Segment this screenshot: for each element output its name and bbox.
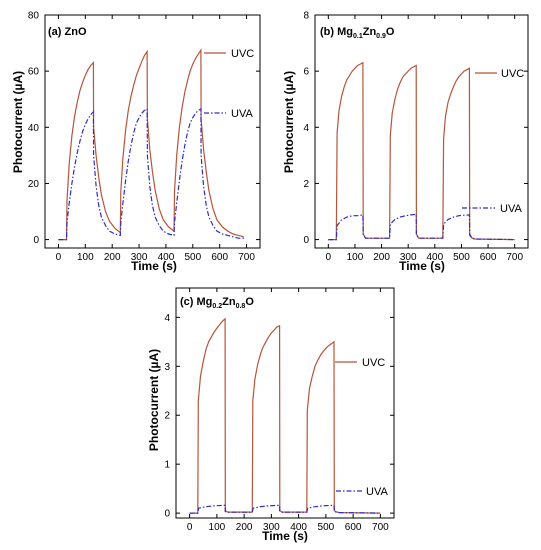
legend: UVC UVA <box>335 357 388 498</box>
x-tick-label: 700 <box>238 252 255 263</box>
x-tick-label: 300 <box>131 252 148 263</box>
x-tick-label: 300 <box>400 252 417 263</box>
x-ticks: 0 100 200 300 400 500 600 700 <box>187 288 389 533</box>
legend-label-uvc: UVC <box>501 68 524 80</box>
y-tick-label: 80 <box>28 11 40 22</box>
x-tick-label: 100 <box>77 252 94 263</box>
x-ticks: 0 100 200 300 400 500 600 700 <box>56 15 255 263</box>
x-tick-label: 700 <box>372 522 389 533</box>
plot-frame <box>44 14 261 249</box>
y-axis-title: Photocurrent (µA) <box>282 71 296 173</box>
panel-label: (c) Mg0.2Zn0.8O <box>180 296 254 310</box>
x-tick-label: 100 <box>209 522 226 533</box>
x-tick-label: 700 <box>506 252 523 263</box>
panel-label: (b) Mg0.1Zn0.9O <box>320 26 395 40</box>
series-line-uva <box>328 213 515 241</box>
legend: UVC UVA <box>462 68 524 215</box>
legend-label-uva: UVA <box>500 203 522 215</box>
x-tick-label: 400 <box>158 252 175 263</box>
y-tick-label: 60 <box>28 67 40 78</box>
legend: UVC UVA <box>204 48 254 120</box>
panel-a-zno: 0 100 200 300 400 500 600 700 0 20 40 60 80 (a) ZnO… <box>11 11 261 273</box>
x-tick-label: 400 <box>426 252 443 263</box>
x-axis-title: Time (s) <box>262 529 308 543</box>
y-tick-label: 4 <box>303 123 309 134</box>
x-tick-label: 300 <box>263 522 280 533</box>
series-line-uva <box>58 108 244 241</box>
x-tick-label: 200 <box>236 522 253 533</box>
x-axis-title: Time (s) <box>399 259 445 273</box>
x-tick-label: 500 <box>184 252 201 263</box>
series-layer <box>328 61 515 241</box>
y-axis-title: Photocurrent (µA) <box>147 349 161 451</box>
y-ticks: 0 1 2 3 4 <box>164 313 394 520</box>
y-tick-label: 4 <box>164 313 170 324</box>
series-layer <box>189 317 381 514</box>
series-line-uvc <box>328 61 515 241</box>
legend-label-uva: UVA <box>366 486 388 498</box>
legend-label-uvc: UVC <box>231 48 254 60</box>
y-tick-label: 20 <box>28 179 40 190</box>
x-tick-label: 600 <box>345 522 362 533</box>
y-tick-label: 2 <box>164 411 170 422</box>
panel-label: (a) ZnO <box>48 26 87 38</box>
x-ticks: 0 100 200 300 400 500 600 700 <box>326 15 523 263</box>
y-tick-label: 6 <box>303 67 309 78</box>
legend-label-uva: UVA <box>231 108 253 120</box>
series-line-uvc <box>58 48 245 241</box>
x-tick-label: 200 <box>373 252 390 263</box>
y-tick-label: 0 <box>303 235 309 246</box>
y-tick-label: 0 <box>164 509 170 520</box>
y-tick-label: 8 <box>303 11 309 22</box>
series-line-uvc <box>189 317 381 514</box>
y-tick-label: 3 <box>164 362 170 373</box>
y-tick-label: 2 <box>303 179 309 190</box>
panel-b-mg01zn09o: 0 100 200 300 400 500 600 700 0 2 4 6 8 (b) Mg0.1Zn… <box>282 11 529 273</box>
x-tick-label: 100 <box>347 252 364 263</box>
x-tick-label: 400 <box>290 522 307 533</box>
x-tick-label: 200 <box>104 252 121 263</box>
x-tick-label: 600 <box>480 252 497 263</box>
plot-frame <box>314 14 529 249</box>
x-tick-label: 0 <box>187 522 193 533</box>
y-tick-label: 0 <box>33 235 39 246</box>
y-axis-title: Photocurrent (µA) <box>11 71 25 173</box>
plot-frame <box>175 287 395 519</box>
x-axis-title: Time (s) <box>131 259 177 273</box>
x-tick-label: 500 <box>318 522 335 533</box>
x-tick-label: 0 <box>326 252 332 263</box>
series-line-uva <box>189 504 381 514</box>
legend-label-uvc: UVC <box>362 357 385 369</box>
y-tick-label: 1 <box>164 460 170 471</box>
panel-c-mg02zn08o: 0 100 200 300 400 500 600 700 0 1 2 3 4 (c) Mg0.2Zn… <box>147 287 395 543</box>
x-tick-label: 600 <box>211 252 228 263</box>
series-layer <box>58 48 245 241</box>
y-ticks: 0 2 4 6 8 <box>303 11 528 246</box>
y-ticks: 0 20 40 60 80 <box>28 11 260 246</box>
x-tick-label: 0 <box>56 252 62 263</box>
y-tick-label: 40 <box>28 123 40 134</box>
x-tick-label: 500 <box>453 252 470 263</box>
